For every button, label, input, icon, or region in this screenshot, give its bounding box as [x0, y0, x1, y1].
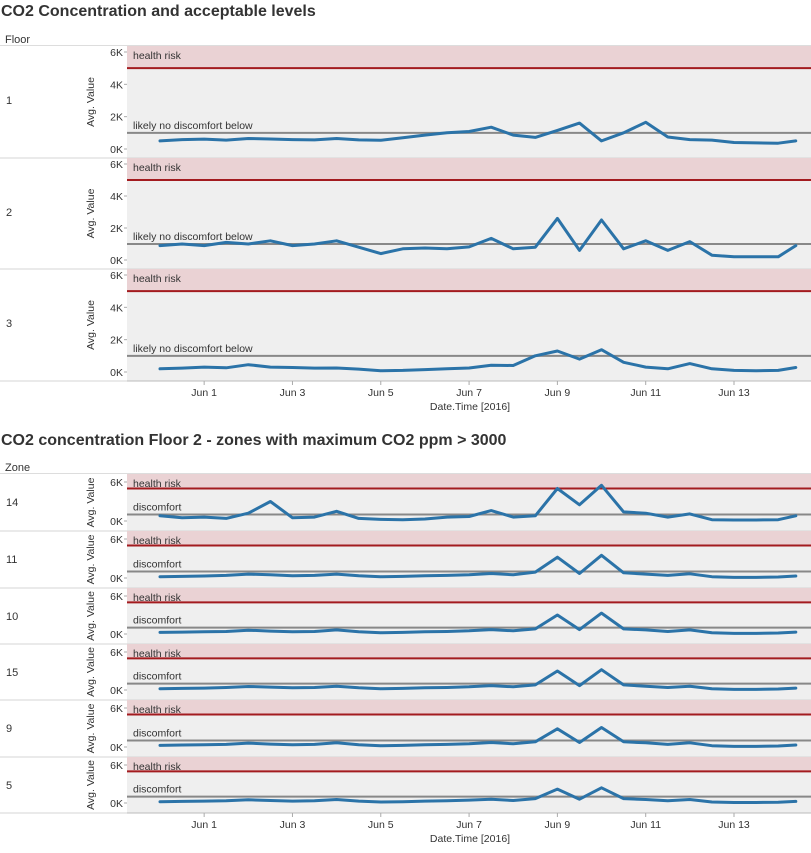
floor-1-ytick-0k: 0K	[110, 144, 123, 156]
floor-1-health-label: health risk	[133, 50, 182, 62]
floor-1-ytick-6k: 6K	[110, 47, 123, 59]
floor-3-row-label: 3	[6, 318, 12, 330]
top-xtick-0: Jun 1	[191, 387, 217, 399]
zone-9-threshold-label: discomfort	[133, 728, 182, 740]
floor-2-threshold-label: likely no discomfort below	[133, 231, 253, 243]
zone-15-ylabel: Avg. Value	[85, 647, 97, 697]
floor-3-ytick-4k: 4K	[110, 302, 123, 314]
bottom-xtick-1: Jun 3	[280, 819, 306, 831]
zone-9-row-label: 9	[6, 723, 12, 735]
chart-top-row-header: Floor	[5, 34, 31, 46]
top-xtick-1: Jun 3	[280, 387, 306, 399]
zone-10-health-band	[127, 588, 811, 603]
zone-14-series-line	[158, 483, 798, 522]
zone-5-health-band	[127, 757, 811, 772]
chart-bottom-title: CO2 concentration Floor 2 - zones with m…	[1, 432, 507, 449]
floor-3-ytick-6k: 6K	[110, 270, 123, 282]
zone-11-threshold-label: discomfort	[133, 559, 182, 571]
bottom-xtick-3: Jun 7	[456, 819, 482, 831]
zone-9-ylabel: Avg. Value	[85, 703, 97, 753]
floor-2-ytick-6k: 6K	[110, 159, 123, 171]
floor-3-ytick-0k: 0K	[110, 367, 123, 379]
zone-9-health-label: health risk	[133, 704, 182, 716]
bottom-xtick-6: Jun 13	[718, 819, 750, 831]
floor-1-ytick-2k: 2K	[110, 112, 123, 124]
chart-bottom-row-header: Zone	[5, 462, 31, 474]
zone-14-ytick-0k: 0K	[110, 516, 123, 528]
bottom-xtick-5: Jun 11	[630, 819, 661, 831]
zone-15-health-label: health risk	[133, 648, 182, 660]
bottom-xtick-0: Jun 1	[191, 819, 217, 831]
floor-3-health-band	[127, 269, 811, 292]
chart-top-title: CO2 Concentration and acceptable levels	[1, 3, 316, 20]
floor-2-ytick-0k: 0K	[110, 255, 123, 267]
floor-1-threshold-label: likely no discomfort below	[133, 120, 253, 132]
zone-15-ytick-6k: 6K	[110, 647, 123, 659]
zone-10-row-label: 10	[6, 611, 18, 623]
floor-3-ylabel: Avg. Value	[85, 300, 97, 350]
zone-11-ylabel: Avg. Value	[85, 534, 97, 584]
zone-14-row-label: 14	[6, 497, 18, 509]
zone-10-ytick-6k: 6K	[110, 591, 123, 603]
zone-10-ytick-0k: 0K	[110, 629, 123, 641]
floor-1-row-label: 1	[6, 95, 12, 107]
zone-14-threshold-label: discomfort	[133, 502, 182, 514]
bottom-xtick-2: Jun 5	[368, 819, 394, 831]
top-xtick-2: Jun 5	[368, 387, 394, 399]
floor-2-row-label: 2	[6, 207, 12, 219]
zone-11-row-label: 11	[6, 554, 17, 566]
floor-3-series-line	[158, 348, 798, 373]
zone-9-series-line	[158, 726, 798, 748]
floor-3-threshold-label: likely no discomfort below	[133, 343, 253, 355]
zone-10-series-line	[158, 611, 798, 635]
zone-9-health-band	[127, 700, 811, 715]
zone-5-row-label: 5	[6, 780, 12, 792]
floor-3-health-label: health risk	[133, 273, 182, 285]
zone-5-series-line	[158, 786, 798, 804]
zone-10-ylabel: Avg. Value	[85, 591, 97, 641]
zone-14-health-band	[127, 474, 811, 489]
zone-11-health-label: health risk	[133, 535, 182, 547]
floor-2-ytick-4k: 4K	[110, 191, 123, 203]
zone-14-health-label: health risk	[133, 478, 182, 490]
zone-5-ylabel: Avg. Value	[85, 760, 97, 810]
top-xtick-4: Jun 9	[545, 387, 571, 399]
floor-1-health-band	[127, 46, 811, 69]
floor-2-ytick-2k: 2K	[110, 223, 123, 235]
zone-11-ytick-0k: 0K	[110, 573, 123, 585]
floor-2-ylabel: Avg. Value	[85, 188, 97, 238]
zone-5-ytick-6k: 6K	[110, 760, 123, 772]
zone-14-ylabel: Avg. Value	[85, 477, 97, 527]
floor-1-ylabel: Avg. Value	[85, 77, 97, 127]
zone-11-series-line	[158, 553, 798, 579]
zone-15-series-line	[158, 668, 798, 691]
top-xtick-3: Jun 7	[456, 387, 482, 399]
floor-2-health-label: health risk	[133, 162, 182, 174]
zone-9-ytick-6k: 6K	[110, 703, 123, 715]
zone-11-ytick-6k: 6K	[110, 534, 123, 546]
zone-9-ytick-0k: 0K	[110, 742, 123, 754]
floor-2-health-band	[127, 158, 811, 180]
zone-14-ytick-6k: 6K	[110, 477, 123, 489]
floor-3-ytick-2k: 2K	[110, 335, 123, 347]
bottom-xlabel: Date.Time [2016]	[430, 833, 510, 845]
zone-15-row-label: 15	[6, 667, 18, 679]
zone-15-health-band	[127, 644, 811, 659]
bottom-xtick-4: Jun 9	[545, 819, 571, 831]
zone-10-threshold-label: discomfort	[133, 615, 182, 627]
floor-1-ytick-4k: 4K	[110, 79, 123, 91]
top-xlabel: Date.Time [2016]	[430, 401, 510, 413]
zone-5-ytick-0k: 0K	[110, 798, 123, 810]
zone-15-ytick-0k: 0K	[110, 685, 123, 697]
zone-10-health-label: health risk	[133, 592, 182, 604]
top-xtick-6: Jun 13	[718, 387, 750, 399]
zone-15-threshold-label: discomfort	[133, 671, 182, 683]
zone-5-threshold-label: discomfort	[133, 784, 182, 796]
top-xtick-5: Jun 11	[630, 387, 661, 399]
floor-1-series-line	[158, 120, 798, 145]
zone-11-health-band	[127, 531, 811, 546]
floor-2-series-line	[158, 216, 798, 259]
zone-5-health-label: health risk	[133, 761, 182, 773]
